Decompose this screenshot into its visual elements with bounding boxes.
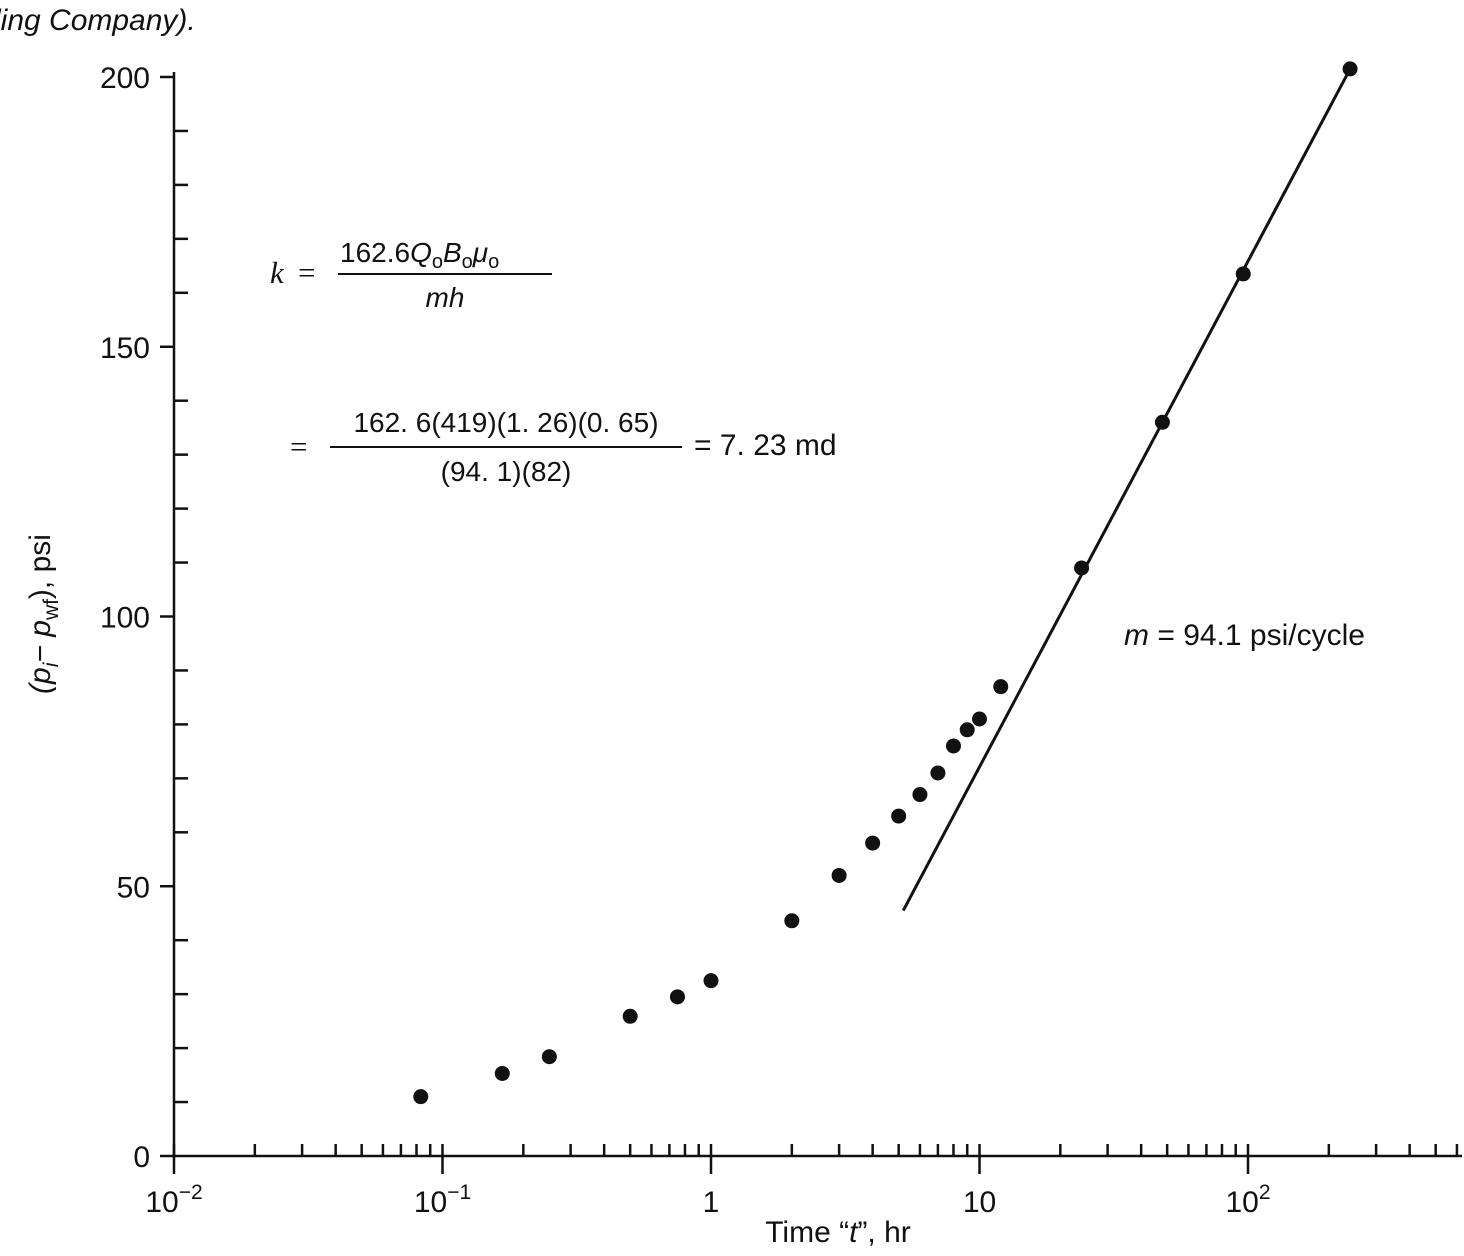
- y-axis-ticks: [160, 75, 188, 1158]
- data-point: [669, 989, 685, 1005]
- data-point: [784, 913, 800, 929]
- formula-eq-1: =: [298, 255, 315, 290]
- x-axis-label-pre: Time “: [765, 1216, 849, 1249]
- caption-fragment: ling Company).: [0, 4, 196, 37]
- y-tick-label: 50: [117, 871, 150, 904]
- data-point: [865, 835, 881, 851]
- num-coef: 162.6: [340, 237, 410, 268]
- x-tick-label: 1: [703, 1186, 720, 1219]
- x-axis-label: Time “t”, hr: [765, 1216, 911, 1249]
- x-tick-base: 10: [1225, 1186, 1258, 1219]
- data-point: [541, 1049, 557, 1065]
- x-tick-base: 10: [145, 1186, 178, 1219]
- y-axis-label-open: (p: [24, 667, 57, 694]
- x-tick-label: 102: [1225, 1181, 1270, 1219]
- x-tick-label: 10−1: [414, 1181, 471, 1219]
- x-tick-exponent: 2: [1259, 1181, 1271, 1204]
- y-axis-label: (pi− pwf), psi: [24, 534, 63, 694]
- data-point: [413, 1089, 429, 1105]
- x-tick-exponent: −2: [179, 1181, 203, 1204]
- formula-subst-numerator: 162. 6(419)(1. 26)(0. 65): [353, 407, 658, 438]
- data-point: [993, 679, 1009, 695]
- x-tick-exponent: −1: [447, 1181, 471, 1204]
- formula-subst-denominator: (94. 1)(82): [441, 456, 572, 487]
- data-point: [494, 1065, 510, 1081]
- data-point: [912, 787, 928, 803]
- formula-eq-2: =: [290, 429, 307, 464]
- data-point: [1342, 61, 1358, 77]
- y-axis-label-sub-wf: wf: [40, 599, 63, 621]
- num-b: B: [443, 237, 462, 268]
- y-axis-label-minus: − p: [24, 620, 57, 663]
- formula-numerator: 162.6QoBoμo: [340, 237, 499, 273]
- x-axis-tick-labels: 10−2 10−1 1 10 102: [145, 1181, 1270, 1219]
- y-axis-label-close: ), psi: [24, 534, 57, 599]
- y-tick-label: 100: [100, 602, 150, 635]
- slope-var: m: [1124, 619, 1149, 652]
- plot-axes: [172, 72, 1462, 1158]
- x-tick-label: 10−2: [145, 1181, 202, 1219]
- formula-denominator: mh: [426, 282, 465, 313]
- data-point: [703, 973, 719, 989]
- num-q: Q: [410, 237, 432, 268]
- data-point: [622, 1008, 638, 1024]
- x-axis-ticks: [172, 1144, 1459, 1174]
- x-axis-label-var: t: [849, 1216, 859, 1249]
- x-tick-label: 10: [963, 1186, 996, 1219]
- y-tick-label: 0: [133, 1141, 150, 1174]
- y-axis-label-sub-i: i: [40, 661, 63, 667]
- x-tick-base: 10: [414, 1186, 447, 1219]
- x-tick-base: 10: [963, 1186, 996, 1219]
- data-point: [891, 808, 907, 824]
- trend-line: [901, 68, 1352, 912]
- data-point: [831, 867, 847, 883]
- y-tick-label: 200: [100, 62, 150, 95]
- x-axis-label-post: ”, hr: [857, 1216, 910, 1249]
- data-point: [945, 738, 961, 754]
- num-b-sub: o: [462, 251, 473, 273]
- formula-k: k: [270, 255, 285, 290]
- y-tick-label: 150: [100, 332, 150, 365]
- formula-result: = 7. 23 md: [694, 429, 837, 462]
- data-point: [1235, 266, 1251, 282]
- slope-annotation: m = 94.1 psi/cycle: [1124, 619, 1365, 652]
- num-mu: μ: [472, 237, 488, 268]
- num-q-sub: o: [432, 251, 443, 273]
- data-point: [930, 765, 946, 781]
- permeability-formula: k = 162.6QoBoμo mh = 162. 6(419)(1. 26)(…: [270, 237, 837, 487]
- data-point: [959, 722, 975, 738]
- data-point: [972, 711, 987, 727]
- data-point: [1074, 560, 1090, 576]
- data-point: [1154, 414, 1170, 430]
- y-axis-tick-labels: 0 50 100 150 200: [100, 62, 150, 1174]
- num-mu-sub: o: [488, 251, 499, 273]
- x-tick-base: 1: [703, 1186, 720, 1219]
- data-points: [413, 61, 1358, 1105]
- slope-text: = 94.1 psi/cycle: [1149, 619, 1365, 652]
